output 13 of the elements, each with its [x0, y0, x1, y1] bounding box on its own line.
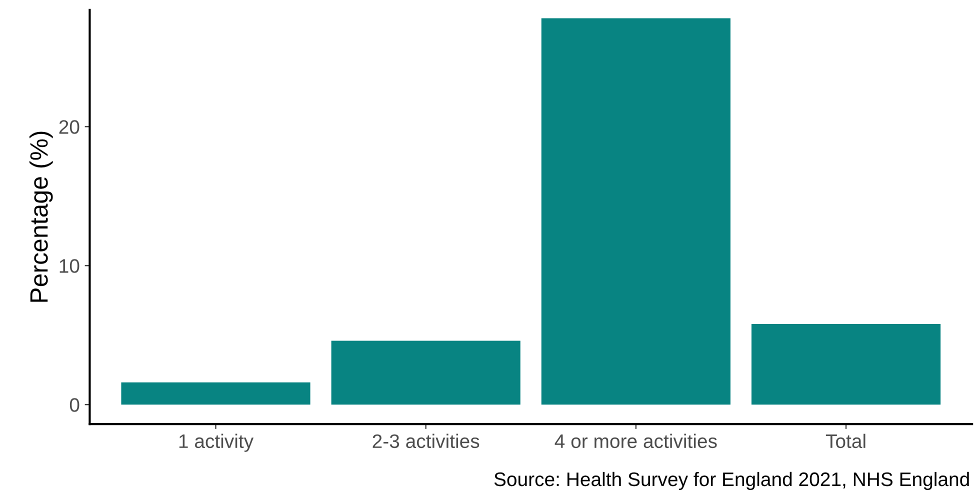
y-tick-label: 20 [59, 120, 80, 134]
bar [121, 382, 310, 405]
x-tick-label: 1 activity [179, 434, 254, 452]
x-tick-label: Total [826, 434, 866, 448]
source-note: Source: Health Survey for England 2021, NHS England [494, 472, 969, 490]
bar [541, 18, 730, 405]
y-axis-title: Percentage (%) [29, 132, 53, 302]
y-tick-label: 10 [60, 259, 80, 273]
x-tick-label: 2-3 activities [372, 434, 480, 448]
y-tick-label: 0 [70, 398, 80, 412]
bar [331, 340, 520, 405]
bar [751, 324, 941, 405]
x-tick-label: 4 or more activities [554, 434, 717, 448]
